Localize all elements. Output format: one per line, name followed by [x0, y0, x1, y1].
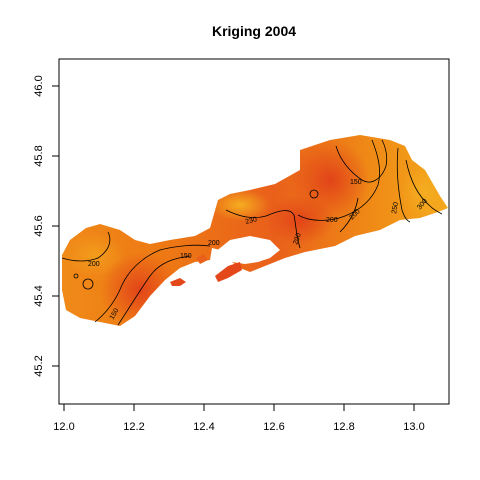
x-tick-label: 12.8	[333, 421, 354, 433]
contour-label: 150	[180, 253, 192, 260]
contour-label: 250	[391, 202, 400, 215]
x-tick-label: 13.0	[403, 421, 424, 433]
x-tick-labels: 12.0 12.2 12.4 12.6 12.8 13.0	[53, 421, 424, 433]
x-tick-label: 12.4	[193, 421, 214, 433]
contour-line-200-east	[297, 139, 380, 221]
y-axis	[52, 85, 60, 367]
contour-label: 200	[88, 261, 100, 268]
contour-label: 230	[245, 216, 258, 226]
y-tick-label: 45.4	[33, 285, 45, 306]
contour-label: 200	[208, 240, 220, 247]
y-tick-label: 45.2	[33, 355, 45, 376]
low-value-zone	[210, 189, 270, 221]
y-tick-label: 45.8	[33, 145, 45, 166]
contour-label: 150	[109, 307, 121, 321]
low-value-zone	[65, 233, 125, 277]
x-tick-label: 12.6	[263, 421, 284, 433]
contour-line-200-mid	[339, 197, 359, 233]
y-tick-label: 46.0	[33, 75, 45, 96]
island	[196, 254, 208, 264]
x-axis	[63, 403, 415, 411]
contour-line-300	[405, 159, 443, 215]
island	[170, 278, 186, 286]
y-tick-labels: 45.2 45.4 45.6 45.8 46.0	[33, 75, 45, 376]
contour-loop	[82, 278, 94, 290]
island	[215, 262, 242, 282]
plot-title: Kriging 2004	[212, 23, 296, 39]
contour-labels: 200 200 150 150 230 200 200 150 200 250 …	[88, 179, 429, 321]
contour-line-200-west	[61, 231, 111, 262]
contour-line-250	[396, 147, 411, 223]
x-tick-label: 12.2	[123, 421, 144, 433]
high-value-zone	[265, 195, 335, 245]
low-value-zone	[401, 166, 448, 218]
contour-line-150-east	[335, 139, 388, 183]
contour-lines	[61, 139, 443, 326]
kriging-surface	[62, 135, 448, 326]
lagoon-gap	[215, 236, 280, 264]
y-tick-label: 45.6	[33, 215, 45, 236]
contour-line-230	[225, 209, 301, 249]
x-tick-label: 12.0	[53, 421, 74, 433]
contour-line-150-southwest	[94, 244, 211, 323]
contour-label: 150	[350, 179, 362, 186]
contour-label: 200	[326, 217, 338, 224]
contour-loop	[309, 189, 319, 199]
contour-line-150-inner	[117, 255, 191, 326]
contour-loop	[73, 273, 79, 279]
contour-label: 200	[292, 232, 303, 245]
